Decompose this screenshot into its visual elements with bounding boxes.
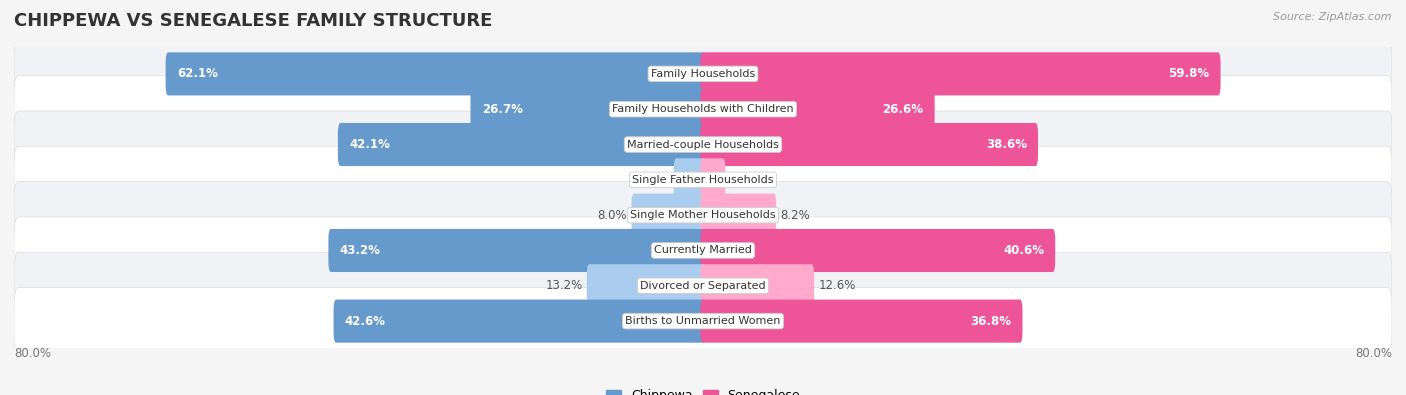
Text: 38.6%: 38.6% <box>986 138 1026 151</box>
Text: 42.6%: 42.6% <box>344 314 385 327</box>
FancyBboxPatch shape <box>586 264 706 307</box>
FancyBboxPatch shape <box>329 229 706 272</box>
FancyBboxPatch shape <box>700 264 814 307</box>
Text: Family Households: Family Households <box>651 69 755 79</box>
FancyBboxPatch shape <box>14 111 1392 178</box>
Text: 12.6%: 12.6% <box>818 279 856 292</box>
FancyBboxPatch shape <box>700 229 1056 272</box>
FancyBboxPatch shape <box>700 299 1022 342</box>
FancyBboxPatch shape <box>14 76 1392 143</box>
Text: 80.0%: 80.0% <box>1355 347 1392 360</box>
FancyBboxPatch shape <box>471 88 706 131</box>
FancyBboxPatch shape <box>166 53 706 96</box>
Text: 8.2%: 8.2% <box>780 209 810 222</box>
Text: 80.0%: 80.0% <box>14 347 51 360</box>
Text: 26.6%: 26.6% <box>883 103 924 116</box>
FancyBboxPatch shape <box>14 217 1392 284</box>
FancyBboxPatch shape <box>14 252 1392 319</box>
FancyBboxPatch shape <box>700 158 725 201</box>
Text: Divorced or Separated: Divorced or Separated <box>640 281 766 291</box>
Text: Currently Married: Currently Married <box>654 245 752 256</box>
Legend: Chippewa, Senegalese: Chippewa, Senegalese <box>600 384 806 395</box>
Text: 26.7%: 26.7% <box>482 103 523 116</box>
Text: CHIPPEWA VS SENEGALESE FAMILY STRUCTURE: CHIPPEWA VS SENEGALESE FAMILY STRUCTURE <box>14 12 492 30</box>
Text: 36.8%: 36.8% <box>970 314 1011 327</box>
Text: 2.3%: 2.3% <box>730 173 759 186</box>
FancyBboxPatch shape <box>631 194 706 237</box>
Text: 3.1%: 3.1% <box>640 173 669 186</box>
FancyBboxPatch shape <box>14 40 1392 107</box>
FancyBboxPatch shape <box>14 182 1392 249</box>
FancyBboxPatch shape <box>14 288 1392 355</box>
FancyBboxPatch shape <box>333 299 706 342</box>
FancyBboxPatch shape <box>700 123 1038 166</box>
Text: 13.2%: 13.2% <box>546 279 582 292</box>
Text: 8.0%: 8.0% <box>598 209 627 222</box>
FancyBboxPatch shape <box>337 123 706 166</box>
Text: Married-couple Households: Married-couple Households <box>627 139 779 150</box>
FancyBboxPatch shape <box>700 53 1220 96</box>
FancyBboxPatch shape <box>700 194 776 237</box>
Text: Family Households with Children: Family Households with Children <box>612 104 794 114</box>
Text: 43.2%: 43.2% <box>340 244 381 257</box>
FancyBboxPatch shape <box>673 158 706 201</box>
Text: 59.8%: 59.8% <box>1168 68 1209 81</box>
FancyBboxPatch shape <box>700 88 935 131</box>
Text: 40.6%: 40.6% <box>1002 244 1045 257</box>
Text: 62.1%: 62.1% <box>177 68 218 81</box>
Text: 42.1%: 42.1% <box>349 138 389 151</box>
Text: Source: ZipAtlas.com: Source: ZipAtlas.com <box>1274 12 1392 22</box>
Text: Single Mother Households: Single Mother Households <box>630 210 776 220</box>
Text: Births to Unmarried Women: Births to Unmarried Women <box>626 316 780 326</box>
Text: Single Father Households: Single Father Households <box>633 175 773 185</box>
FancyBboxPatch shape <box>14 146 1392 213</box>
